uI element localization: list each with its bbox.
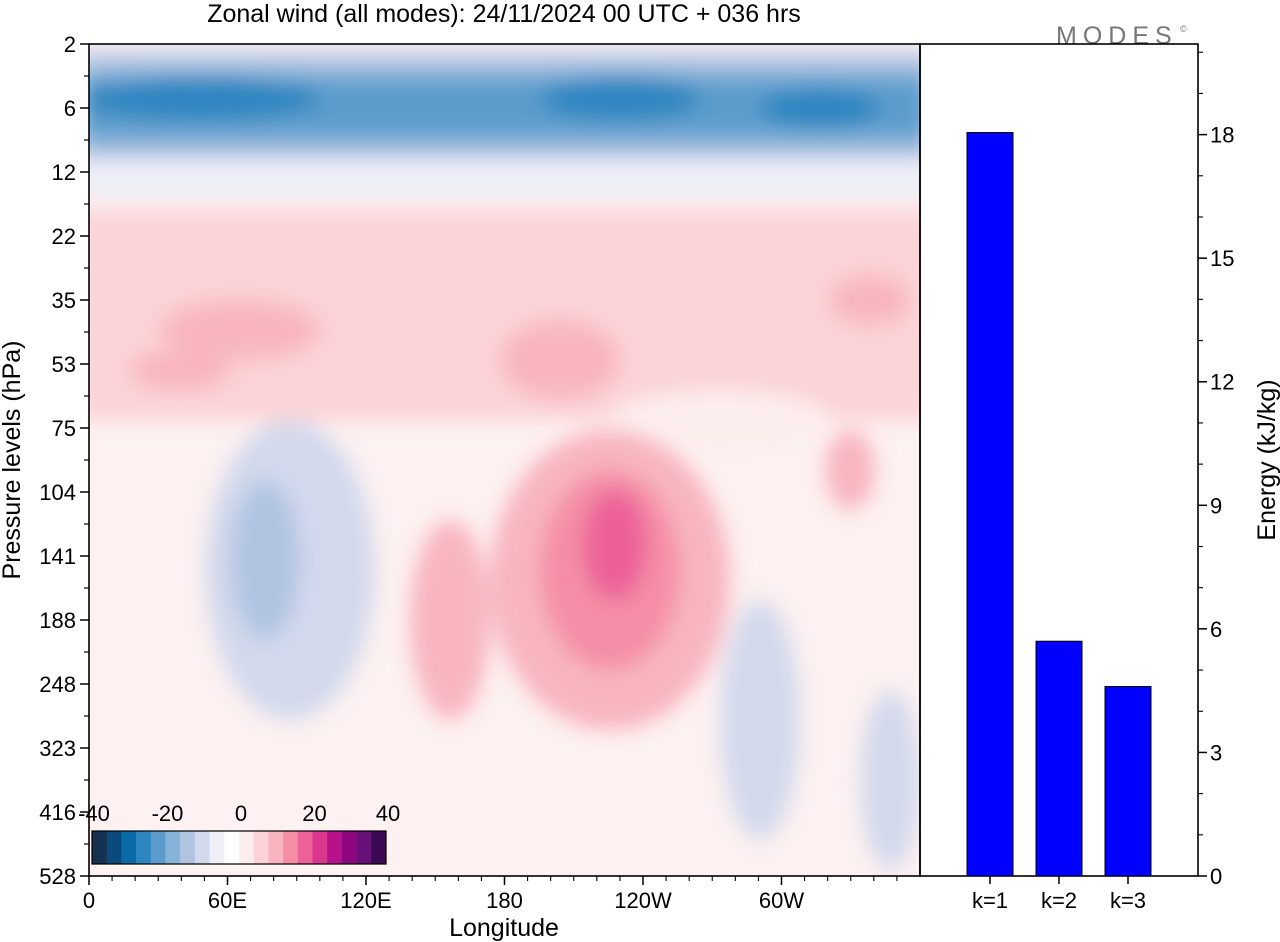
- colorbar-swatch: [327, 831, 343, 864]
- colorbar-label: 0: [235, 801, 247, 826]
- y-tick-label: 12: [52, 160, 76, 185]
- colorbar-label: -40: [78, 801, 110, 826]
- x-tick-label: 120E: [340, 888, 391, 913]
- chart-title: Zonal wind (all modes): 24/11/2024 00 UT…: [207, 0, 801, 28]
- colorbar-frame: [91, 830, 387, 865]
- colorbar-swatch: [136, 831, 152, 864]
- x-tick-label: 60W: [759, 888, 804, 913]
- colorbar-swatch: [268, 831, 284, 864]
- energy-axis-label: Energy (kJ/kg): [1253, 379, 1280, 540]
- bar-category-label: k=1: [972, 888, 1008, 913]
- y-tick-label: 104: [39, 480, 76, 505]
- energy-tick-label: 6: [1210, 617, 1222, 642]
- y-tick-label: 2: [64, 32, 76, 57]
- colorbar-swatch: [312, 831, 328, 864]
- colorbar-swatch: [297, 831, 313, 864]
- colorbar-swatch: [150, 831, 166, 864]
- colorbar-label: 20: [302, 801, 326, 826]
- y-tick-label: 528: [39, 864, 76, 889]
- energy-tick-label: 0: [1210, 864, 1222, 889]
- y-tick-label: 141: [39, 544, 76, 569]
- x-tick-label: 0: [83, 888, 95, 913]
- y-tick-label: 75: [52, 416, 76, 441]
- x-tick-label: 180: [486, 888, 523, 913]
- y-tick-label: 22: [52, 224, 76, 249]
- bar-category-label: k=2: [1041, 888, 1077, 913]
- y-tick-label: 6: [64, 96, 76, 121]
- bar-category-label: k=3: [1110, 888, 1146, 913]
- y-tick-label: 53: [52, 352, 76, 377]
- y-axis-label: Pressure levels (hPa): [0, 341, 26, 580]
- energy-bar: [966, 132, 1014, 877]
- colorbar-swatch: [253, 831, 269, 864]
- colorbar-swatch: [165, 831, 181, 864]
- y-tick-label: 248: [39, 672, 76, 697]
- y-tick-label: 323: [39, 736, 76, 761]
- colorbar-swatch: [209, 831, 225, 864]
- colorbar-label: 40: [376, 801, 400, 826]
- brand-logo: MODES: [1056, 22, 1178, 50]
- heatmap-field: [89, 44, 920, 876]
- colorbar: -40 -20 0 20 40: [78, 801, 400, 865]
- colorbar-swatch: [180, 831, 196, 864]
- energy-tick-label: 3: [1210, 740, 1222, 765]
- colorbar-swatch: [106, 831, 122, 864]
- colorbar-swatch: [121, 831, 137, 864]
- colorbar-swatch: [283, 831, 299, 864]
- colorbar-swatch: [239, 831, 255, 864]
- colorbar-swatch: [371, 831, 387, 864]
- colorbar-swatch: [356, 831, 372, 864]
- colorbar-swatch: [92, 831, 108, 864]
- x-tick-label: 60E: [208, 888, 247, 913]
- colorbar-swatch: [194, 831, 211, 864]
- energy-tick-label: 12: [1210, 370, 1234, 395]
- energy-bar: [1035, 640, 1083, 877]
- colorbar-swatch: [341, 831, 358, 864]
- energy-bar: [1104, 686, 1152, 877]
- x-axis-label: Longitude: [449, 914, 559, 942]
- y-tick-label: 416: [39, 800, 76, 825]
- brand-mark: ©: [1180, 24, 1187, 34]
- energy-tick-label: 15: [1210, 246, 1234, 271]
- energy-tick-label: 18: [1210, 123, 1234, 148]
- energy-tick-label: 9: [1210, 493, 1222, 518]
- y-tick-label: 188: [39, 608, 76, 633]
- colorbar-label: -20: [152, 801, 184, 826]
- colorbar-swatch: [224, 831, 240, 864]
- x-tick-label: 120W: [614, 888, 672, 913]
- y-tick-label: 35: [52, 288, 76, 313]
